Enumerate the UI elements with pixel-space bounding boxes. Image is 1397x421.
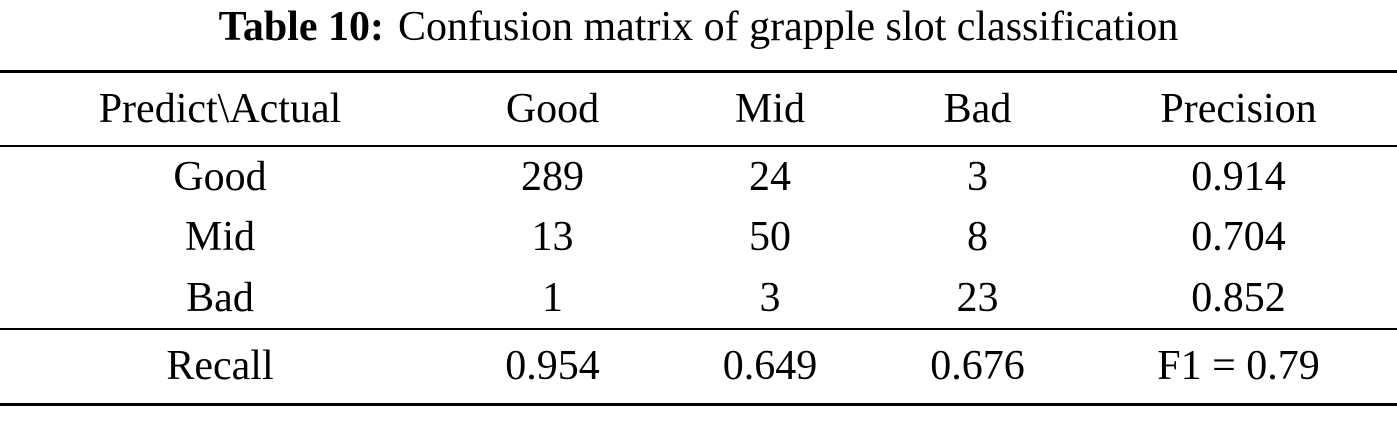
column-header-mid: Mid — [734, 85, 805, 132]
cell-mid-bad: 8 — [967, 214, 988, 260]
row-label-mid: Mid — [184, 214, 255, 260]
cell-bad-mid: 3 — [759, 274, 781, 321]
recall-bad: 0.676 — [930, 343, 1025, 390]
cell-mid-good: 13 — [531, 214, 574, 260]
table-caption-label: Table 10: — [218, 4, 384, 50]
row-label-bad: Bad — [186, 274, 254, 321]
column-header-predict-actual: Predict\Actual — [98, 85, 342, 132]
cell-mid-mid: 50 — [749, 214, 791, 260]
cell-bad-precision: 0.852 — [1191, 274, 1286, 321]
cell-good-mid: 24 — [749, 153, 791, 200]
cell-bad-good: 1 — [542, 274, 563, 321]
recall-label: Recall — [166, 343, 274, 390]
table-row-mid: Mid 13 50 8 0.704 — [0, 207, 1397, 268]
recall-good: 0.954 — [505, 343, 600, 390]
table-caption-text: Confusion matrix of grapple slot classif… — [397, 4, 1179, 50]
column-header-good: Good — [505, 85, 600, 132]
table-caption: Table 10: Confusion matrix of grapple slo… — [0, 2, 1397, 52]
cell-bad-bad: 23 — [956, 274, 999, 321]
cell-mid-precision: 0.704 — [1191, 214, 1286, 260]
column-header-precision: Precision — [1160, 85, 1317, 132]
confusion-matrix-table: Predict\Actual Good Mid Bad Precision Go… — [0, 70, 1397, 406]
row-label-good: Good — [173, 153, 267, 200]
column-header-bad: Bad — [943, 85, 1012, 132]
cell-good-bad: 3 — [967, 153, 988, 200]
table-row-bad: Bad 1 3 23 0.852 — [0, 268, 1397, 329]
cell-good-precision: 0.914 — [1191, 153, 1286, 200]
cell-good-good: 289 — [521, 153, 584, 200]
f1-score: F1 = 0.79 — [1157, 343, 1320, 390]
recall-row: Recall 0.954 0.649 0.676 F1 = 0.79 — [0, 329, 1397, 405]
header-row: Predict\Actual Good Mid Bad Precision — [0, 72, 1397, 146]
table-row-good: Good 289 24 3 0.914 — [0, 146, 1397, 207]
recall-mid: 0.649 — [722, 343, 818, 390]
